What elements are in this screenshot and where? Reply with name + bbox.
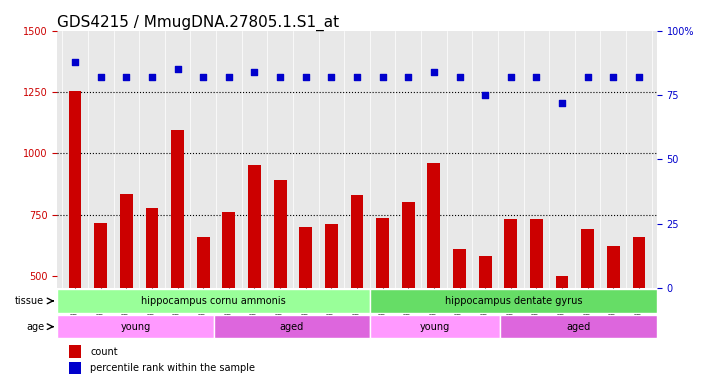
Bar: [273, 180, 286, 384]
Bar: [581, 229, 594, 384]
Text: GDS4215 / MmugDNA.27805.1.S1_at: GDS4215 / MmugDNA.27805.1.S1_at: [57, 15, 339, 31]
Text: young: young: [420, 322, 451, 332]
Bar: [402, 202, 415, 384]
Bar: [376, 218, 389, 384]
Point: [248, 69, 260, 75]
Bar: [197, 237, 210, 384]
Point: [377, 74, 388, 80]
Point: [505, 74, 516, 80]
Text: percentile rank within the sample: percentile rank within the sample: [90, 363, 255, 373]
Point: [95, 74, 106, 80]
Text: aged: aged: [566, 322, 590, 332]
Point: [479, 92, 491, 98]
Bar: [171, 131, 184, 384]
Text: young: young: [120, 322, 151, 332]
Bar: [428, 163, 441, 384]
Bar: [607, 247, 620, 384]
FancyBboxPatch shape: [213, 315, 370, 338]
Text: age: age: [26, 322, 44, 332]
FancyBboxPatch shape: [370, 290, 657, 313]
Text: aged: aged: [280, 322, 304, 332]
Bar: [633, 237, 645, 384]
Point: [172, 66, 183, 73]
Bar: [530, 219, 543, 384]
Bar: [453, 249, 466, 384]
Point: [146, 74, 158, 80]
FancyBboxPatch shape: [370, 315, 501, 338]
Point: [326, 74, 337, 80]
Point: [198, 74, 209, 80]
Point: [454, 74, 466, 80]
Bar: [479, 256, 491, 384]
Bar: [146, 209, 159, 384]
Bar: [69, 362, 81, 374]
Bar: [223, 212, 235, 384]
Text: hippocampus dentate gyrus: hippocampus dentate gyrus: [445, 296, 582, 306]
Point: [531, 74, 542, 80]
Point: [223, 74, 235, 80]
Bar: [120, 194, 133, 384]
Point: [351, 74, 363, 80]
Bar: [69, 91, 81, 384]
Point: [633, 74, 645, 80]
Bar: [69, 345, 81, 358]
Bar: [351, 195, 363, 384]
Point: [300, 74, 311, 80]
Text: tissue: tissue: [15, 296, 44, 306]
Bar: [94, 223, 107, 384]
Point: [556, 100, 568, 106]
Point: [69, 58, 81, 65]
Text: count: count: [90, 347, 118, 357]
FancyBboxPatch shape: [57, 315, 213, 338]
Point: [403, 74, 414, 80]
Point: [608, 74, 619, 80]
Point: [121, 74, 132, 80]
Bar: [555, 276, 568, 384]
FancyBboxPatch shape: [501, 315, 657, 338]
Bar: [325, 224, 338, 384]
Bar: [504, 219, 517, 384]
FancyBboxPatch shape: [57, 290, 370, 313]
Bar: [248, 165, 261, 384]
Point: [582, 74, 593, 80]
Bar: [299, 227, 312, 384]
Point: [274, 74, 286, 80]
Point: [428, 69, 440, 75]
Text: hippocampus cornu ammonis: hippocampus cornu ammonis: [141, 296, 286, 306]
